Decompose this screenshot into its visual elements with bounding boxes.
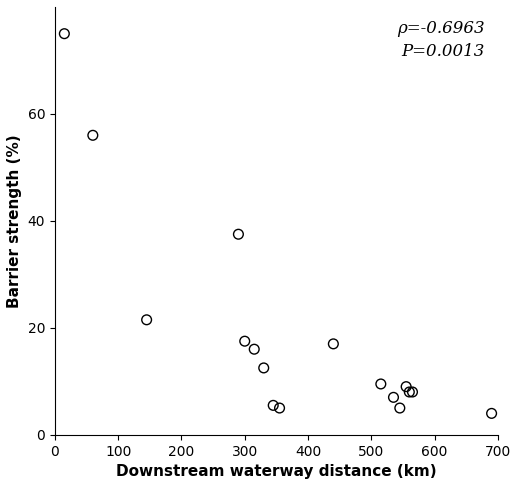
Point: [487, 410, 496, 417]
Point: [276, 404, 284, 412]
Point: [250, 346, 258, 353]
Point: [234, 230, 242, 238]
Point: [269, 401, 277, 409]
Point: [396, 404, 404, 412]
Point: [260, 364, 268, 372]
Point: [408, 388, 416, 396]
Point: [402, 383, 410, 391]
Point: [377, 380, 385, 388]
Point: [60, 30, 68, 37]
Point: [329, 340, 338, 348]
Text: ρ=-0.6963
P=0.0013: ρ=-0.6963 P=0.0013: [397, 20, 485, 60]
Y-axis label: Barrier strength (%): Barrier strength (%): [7, 134, 22, 308]
Point: [390, 394, 398, 401]
X-axis label: Downstream waterway distance (km): Downstream waterway distance (km): [116, 464, 437, 479]
Point: [405, 388, 413, 396]
Point: [142, 316, 151, 324]
Point: [89, 131, 97, 139]
Point: [240, 337, 249, 345]
